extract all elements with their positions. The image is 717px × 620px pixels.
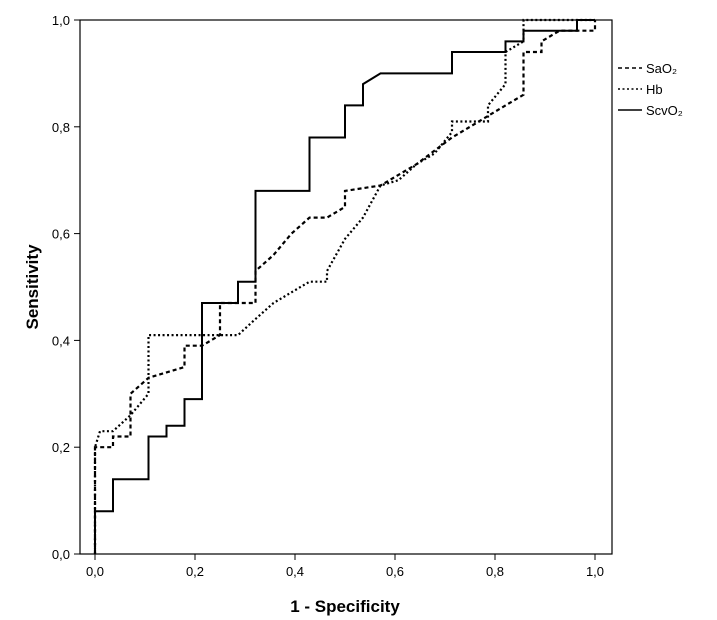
- legend-label: ScvO₂: [646, 103, 683, 118]
- x-tick-label: 0,8: [486, 564, 504, 579]
- legend-label: Hb: [646, 82, 663, 97]
- series-line-0: [93, 20, 597, 554]
- legend-label: SaO₂: [646, 61, 677, 76]
- y-tick-label: 0,4: [52, 333, 70, 348]
- x-tick-label: 0,6: [386, 564, 404, 579]
- x-axis-title: 1 - Specificity: [290, 597, 400, 616]
- x-tick-label: 0,0: [86, 564, 104, 579]
- series-line-2: [94, 19, 595, 554]
- series-line-1: [93, 18, 595, 554]
- ticks-layer: 0,0 0,2 0,4 0,6 0,8 1,0 0,0 0,2 0,4 0,6 0,8 1,0: [52, 13, 604, 579]
- y-axis-title: Sensitivity: [23, 244, 42, 330]
- y-tick-label: 0,0: [52, 547, 70, 562]
- plot-area: [79, 19, 613, 555]
- x-tick-label: 0,4: [286, 564, 304, 579]
- x-tick-label: 0,2: [186, 564, 204, 579]
- x-tick-label: 1,0: [586, 564, 604, 579]
- y-tick-label: 0,2: [52, 440, 70, 455]
- y-tick-label: 1,0: [52, 13, 70, 28]
- series-layer: [93, 18, 597, 554]
- legend: SaO₂ Hb ScvO₂: [618, 61, 683, 118]
- y-tick-label: 0,8: [52, 120, 70, 135]
- y-tick-label: 0,6: [52, 227, 70, 242]
